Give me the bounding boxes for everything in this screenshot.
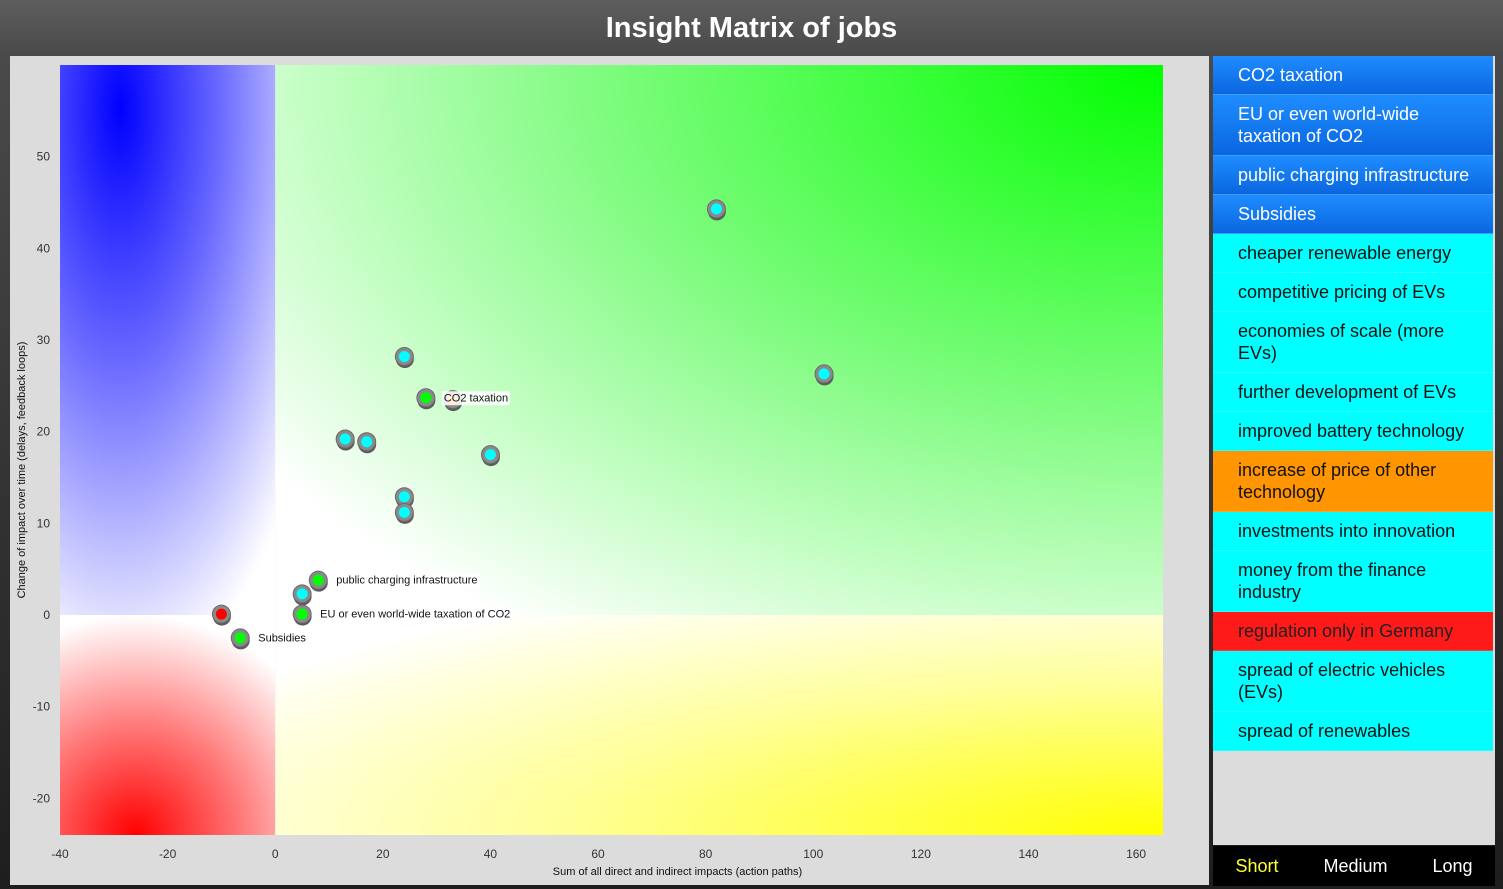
- legend-item[interactable]: regulation only in Germany: [1213, 612, 1493, 651]
- y-axis-label: Change of impact over time (delays, feed…: [16, 342, 28, 599]
- x-tick-label: 80: [699, 847, 713, 861]
- data-point-dot: [339, 433, 351, 445]
- y-tick-label: -20: [33, 791, 51, 805]
- data-point-dot: [710, 203, 722, 215]
- data-point[interactable]: [357, 432, 377, 454]
- legend-item[interactable]: increase of price of other technology: [1213, 451, 1493, 512]
- legend-item[interactable]: Subsidies: [1213, 195, 1493, 234]
- x-tick-label: 20: [376, 847, 390, 861]
- x-tick-label: 0: [272, 847, 279, 861]
- data-point[interactable]: [394, 347, 414, 369]
- tab-short[interactable]: Short: [1235, 855, 1279, 876]
- data-point-dot: [312, 574, 324, 586]
- legend-item[interactable]: public charging infrastructure: [1213, 156, 1493, 195]
- data-point-dot: [818, 368, 830, 380]
- x-tick-label: -40: [51, 847, 69, 861]
- insight-matrix-chart: -40 -20 0 20 40 60 80 100 120 140 160 -20 -10 0 10 20 30…: [10, 56, 1209, 885]
- legend-item[interactable]: further development of EVs: [1213, 373, 1493, 412]
- y-tick-label: 10: [37, 516, 51, 530]
- x-tick-label: 120: [911, 847, 931, 861]
- data-point[interactable]: [706, 199, 726, 221]
- legend-item[interactable]: economies of scale (more EVs): [1213, 312, 1493, 373]
- data-point-dot: [296, 588, 308, 600]
- data-point-dot: [420, 392, 432, 404]
- data-point[interactable]: [394, 502, 414, 524]
- y-tick-label: -10: [33, 700, 51, 714]
- legend-item[interactable]: EU or even world-wide taxation of CO2: [1213, 95, 1493, 156]
- x-tick-label: -20: [159, 847, 177, 861]
- time-horizon-tabs: Short Medium Long: [1213, 846, 1495, 886]
- chart-svg: -40 -20 0 20 40 60 80 100 120 140 160 -20 -10 0 10 20 30…: [16, 65, 1164, 878]
- tab-long[interactable]: Long: [1432, 855, 1473, 876]
- legend-item[interactable]: CO2 taxation: [1213, 56, 1493, 95]
- legend-item[interactable]: competitive pricing of EVs: [1213, 273, 1493, 312]
- data-point-dot: [234, 632, 246, 644]
- data-point-dot: [398, 491, 410, 503]
- data-point-label-bg: [441, 391, 511, 406]
- data-point-dot: [296, 608, 308, 620]
- data-point-dot: [215, 608, 227, 620]
- x-axis-label: Sum of all direct and indirect impacts (…: [553, 866, 802, 878]
- data-point[interactable]: [814, 364, 834, 386]
- quadrant-backgrounds: [60, 65, 1164, 835]
- data-point[interactable]: [394, 487, 414, 509]
- y-tick-label: 0: [43, 608, 50, 622]
- data-point-dot: [484, 449, 496, 461]
- legend-item[interactable]: improved battery technology: [1213, 412, 1493, 451]
- data-point[interactable]: [292, 584, 312, 606]
- data-point-dot: [398, 506, 410, 518]
- data-point[interactable]: [335, 429, 355, 451]
- quadrant-top-left: [60, 65, 276, 615]
- data-point-label-bg: [334, 573, 480, 588]
- data-point-label: Subsidies: [258, 632, 306, 644]
- data-point-label: public charging infrastructure: [336, 575, 477, 587]
- y-tick-label: 40: [37, 241, 51, 255]
- data-point[interactable]: Subsidies: [230, 628, 309, 650]
- x-tick-label: 40: [484, 847, 498, 861]
- data-point[interactable]: [480, 445, 500, 467]
- tab-medium[interactable]: Medium: [1323, 855, 1388, 876]
- y-tick-label: 50: [37, 150, 51, 164]
- x-tick-label: 100: [803, 847, 823, 861]
- data-point[interactable]: CO2 taxation: [416, 388, 511, 410]
- legend-item[interactable]: investments into innovation: [1213, 512, 1493, 551]
- quadrant-bottom-left: [60, 615, 276, 835]
- legend-list: CO2 taxation EU or even world-wide taxati…: [1213, 56, 1495, 845]
- legend-item[interactable]: spread of renewables: [1213, 712, 1493, 751]
- x-tick-label: 160: [1126, 847, 1146, 861]
- x-tick-label: 60: [591, 847, 605, 861]
- data-point-dot: [398, 351, 410, 362]
- y-tick-label: 30: [37, 333, 51, 347]
- y-tick-label: 20: [37, 425, 51, 439]
- data-point-label: EU or even world-wide taxation of CO2: [320, 609, 510, 621]
- axis-ticks: -40 -20 0 20 40 60 80 100 120 140 160 -20 -10 0 10 20 30…: [33, 150, 1147, 861]
- data-point[interactable]: public charging infrastructure: [308, 570, 480, 592]
- data-point-dot: [361, 436, 373, 448]
- legend-item[interactable]: spread of electric vehicles (EVs): [1213, 651, 1493, 712]
- scatter-points: CO2 taxation public charging infrastructu…: [211, 199, 834, 650]
- page-title: Insight Matrix of jobs: [605, 12, 898, 44]
- data-point-label: CO2 taxation: [444, 392, 508, 404]
- data-point-label-bg: [318, 607, 513, 622]
- x-tick-label: 140: [1018, 847, 1038, 861]
- legend-item[interactable]: money from the finance industry: [1213, 551, 1493, 612]
- data-point-label-bg: [256, 631, 309, 646]
- quadrant-top-right: [275, 65, 1164, 615]
- quadrant-bottom-right: [275, 615, 1164, 835]
- legend-item[interactable]: cheaper renewable energy: [1213, 234, 1493, 273]
- data-point[interactable]: EU or even world-wide taxation of CO2: [292, 604, 513, 626]
- data-point[interactable]: [211, 604, 231, 626]
